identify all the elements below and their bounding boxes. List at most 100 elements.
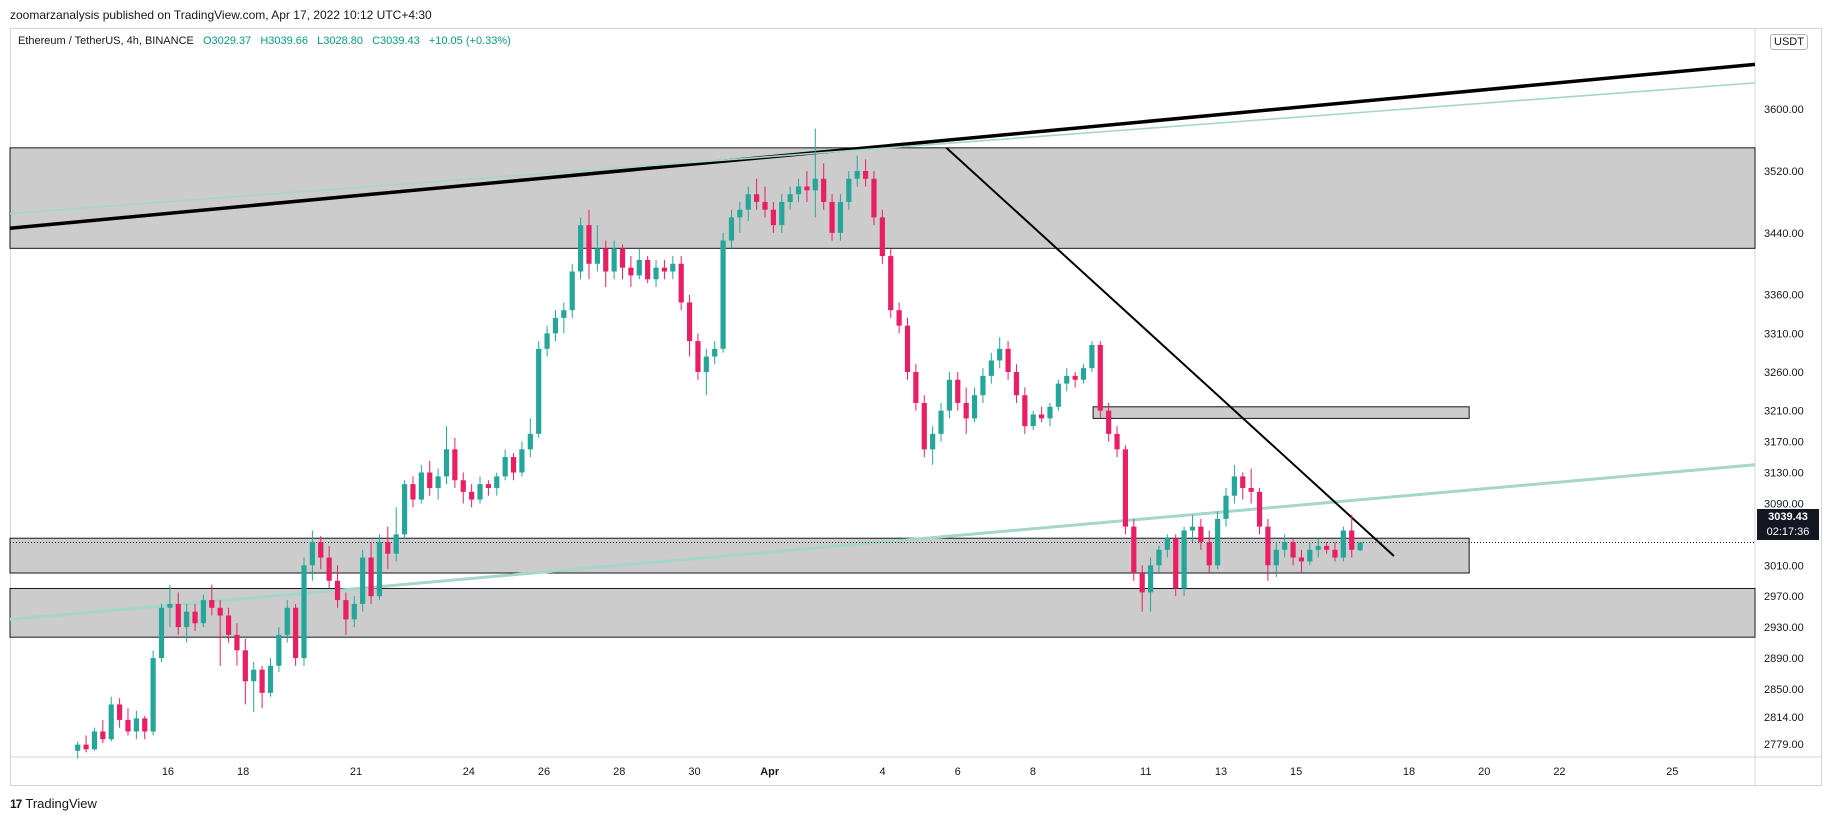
candle <box>686 294 693 357</box>
tradingview-logo[interactable]: 17 TradingView <box>10 796 97 811</box>
candle <box>904 317 911 380</box>
candle <box>427 460 433 496</box>
candle <box>1005 341 1011 380</box>
candle-body <box>1131 526 1137 574</box>
candle <box>158 603 165 662</box>
candle-body <box>1030 414 1036 427</box>
candle <box>150 650 156 736</box>
candle-body <box>1240 476 1246 488</box>
candle-body <box>510 457 517 473</box>
candle-body <box>284 607 290 635</box>
candle <box>502 449 508 481</box>
candle <box>1315 538 1321 558</box>
candle <box>1131 518 1137 581</box>
price-tick-label: 3520.00 <box>1764 166 1804 178</box>
candle-body <box>712 348 718 357</box>
candle <box>569 263 575 318</box>
candle <box>1256 487 1263 535</box>
candle <box>100 719 106 744</box>
candle-body <box>745 194 751 210</box>
candle-body <box>678 263 684 303</box>
candle-body <box>1089 344 1095 369</box>
candle <box>351 596 357 628</box>
candle-body <box>1106 410 1112 434</box>
candle <box>1273 542 1279 577</box>
candle <box>184 603 190 643</box>
price-tick-label: 3360.00 <box>1764 290 1804 302</box>
candle-body <box>1215 518 1221 566</box>
candle <box>91 727 98 751</box>
candle-body <box>485 484 492 488</box>
candle <box>410 476 416 508</box>
candle-body <box>888 256 894 311</box>
time-tick-label: 8 <box>1030 766 1036 778</box>
candle <box>837 194 844 241</box>
candle-body <box>988 360 994 376</box>
candle <box>930 426 936 465</box>
candle-body <box>1265 526 1271 566</box>
candle-body <box>938 410 944 434</box>
candle <box>737 201 743 233</box>
candle <box>326 545 332 589</box>
currency-button[interactable]: USDT <box>1770 34 1808 50</box>
candle <box>846 171 852 210</box>
candle <box>787 186 793 210</box>
candle <box>938 402 944 442</box>
time-tick-label: 21 <box>350 766 362 778</box>
candle-body <box>175 603 181 628</box>
candle <box>1349 515 1355 558</box>
trendline <box>9 62 1756 230</box>
candle <box>1206 530 1212 574</box>
candle-body <box>728 217 735 241</box>
candle <box>142 716 148 740</box>
candle <box>276 627 282 672</box>
candle <box>443 426 450 485</box>
price-tick-label: 3600.00 <box>1764 104 1804 116</box>
candle <box>293 603 299 666</box>
candle-body <box>259 669 265 693</box>
candle <box>586 209 592 280</box>
candle <box>795 178 802 202</box>
candle-body <box>1164 538 1170 550</box>
candle-body <box>946 379 953 411</box>
candle <box>1039 406 1045 423</box>
candle-body <box>569 271 575 311</box>
candle-body <box>360 557 366 604</box>
candle <box>619 244 626 280</box>
trendline <box>9 82 1756 215</box>
candle <box>225 607 232 643</box>
candle <box>117 698 123 728</box>
time-tick-label: 28 <box>613 766 625 778</box>
symbol-legend[interactable]: Ethereum / TetherUS, 4h, BINANCE O3029.3… <box>18 35 511 47</box>
candle <box>309 530 315 581</box>
candle <box>301 557 307 666</box>
candle-body <box>871 178 877 218</box>
candle-body <box>645 259 651 280</box>
candle-body <box>619 248 626 268</box>
candle <box>477 476 483 504</box>
candle-body <box>351 603 357 620</box>
candle <box>460 472 466 504</box>
candle-body <box>670 263 676 272</box>
candle-body <box>1114 433 1120 450</box>
candle <box>896 302 902 334</box>
candle-body <box>544 333 550 349</box>
price-tick-label: 2814.00 <box>1764 712 1804 724</box>
candle <box>1332 542 1338 562</box>
candle-body <box>695 341 701 373</box>
candle <box>745 186 751 222</box>
candle-body <box>921 402 927 450</box>
candle-body <box>309 542 315 566</box>
trendlines-layer <box>9 62 1756 621</box>
price-tick-label: 3310.00 <box>1764 328 1804 340</box>
candle <box>1114 426 1120 458</box>
price-tick-label: 2850.00 <box>1764 684 1804 696</box>
candles-layer <box>75 128 1363 759</box>
candle <box>762 186 768 218</box>
candle-body <box>117 704 123 720</box>
candle-body <box>100 731 106 740</box>
chart-frame[interactable] <box>10 28 1822 786</box>
candle-body <box>913 372 919 403</box>
candle-body <box>1039 414 1045 419</box>
